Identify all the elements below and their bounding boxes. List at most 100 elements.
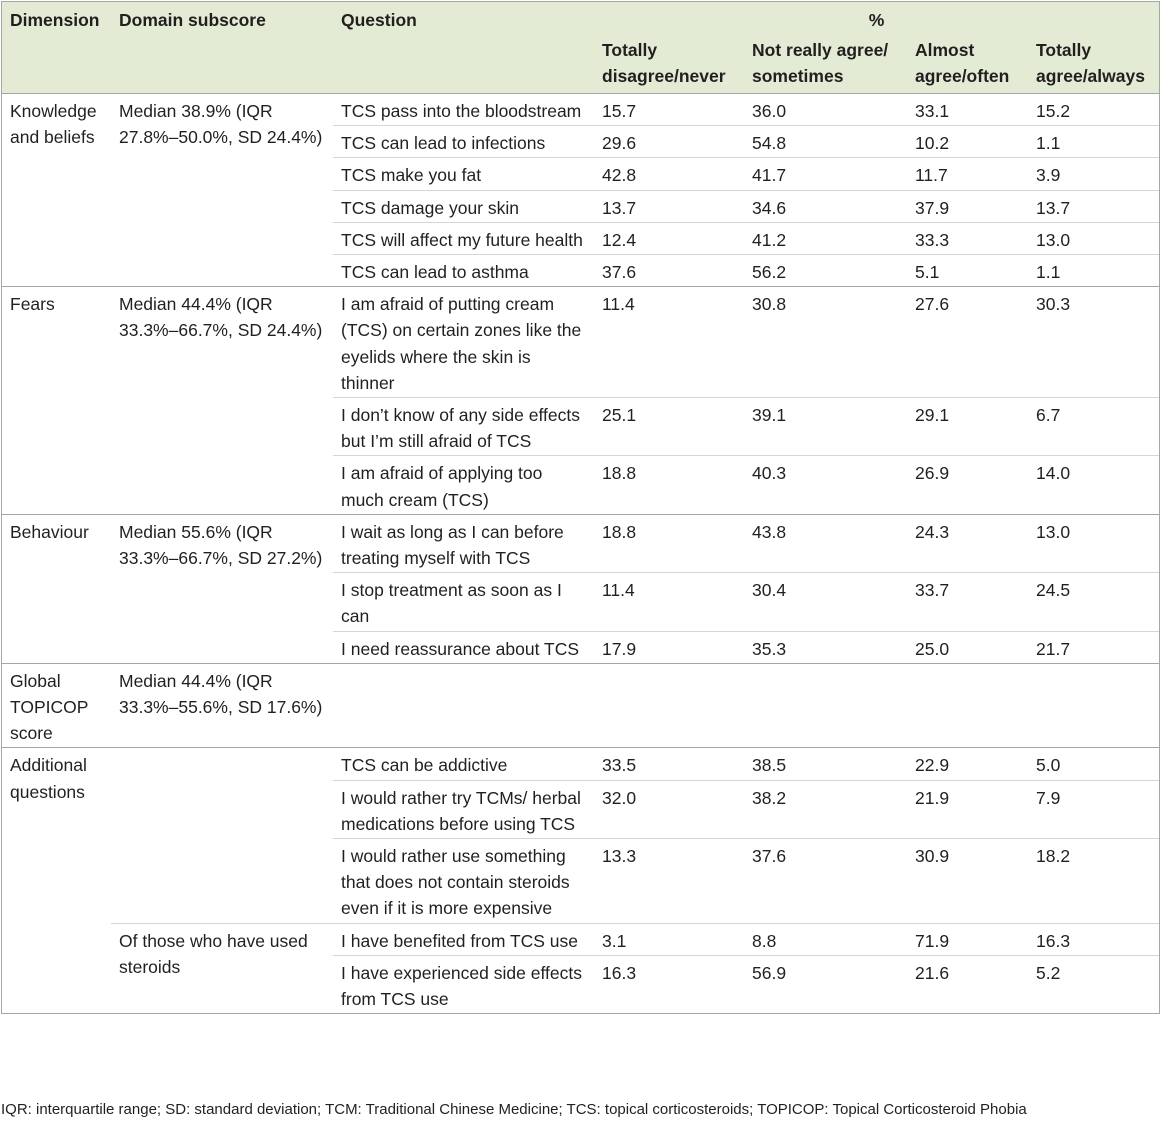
empty-cell — [1028, 662, 1159, 748]
value-totally-disagree: 29.6 — [594, 125, 744, 158]
empty-cell — [907, 662, 1028, 748]
empty-cell — [744, 662, 907, 748]
value-totally-agree: 3.9 — [1028, 157, 1159, 191]
value-almost-agree: 30.9 — [907, 838, 1028, 924]
value-totally-agree: 30.3 — [1028, 286, 1159, 398]
value-almost-agree: 21.6 — [907, 954, 1028, 1014]
value-almost-agree: 33.1 — [907, 92, 1028, 126]
value-totally-agree: 6.7 — [1028, 397, 1159, 456]
value-totally-disagree: 37.6 — [594, 254, 744, 287]
value-totally-disagree: 11.4 — [594, 286, 744, 398]
subscore-knowledge: Median 38.9% (IQR 27.8%–50.0%, SD 24.4%) — [111, 92, 333, 287]
value-not-really-agree: 43.8 — [744, 513, 907, 573]
empty-cell — [333, 662, 594, 748]
table-row: TCS will affect my future health 12.4 41… — [2, 221, 1159, 255]
table-row: TCS make you fat 42.8 41.7 11.7 3.9 — [2, 157, 1159, 191]
table-row: Additional questions TCS can be addictiv… — [2, 747, 1159, 1014]
header-not-really-agree: Not really agree/ sometimes — [744, 37, 907, 94]
dimension-knowledge: Knowledge and beliefs — [2, 92, 111, 287]
value-almost-agree: 21.9 — [907, 779, 1028, 839]
value-totally-agree: 18.2 — [1028, 838, 1159, 924]
empty-cell — [111, 747, 333, 924]
topicop-results-table: Dimension Domain subscore Question % Tot… — [1, 1, 1160, 1015]
header-dimension: Dimension — [2, 2, 111, 94]
table-row: I have experienced side effects from TCS… — [2, 954, 1159, 1014]
value-totally-disagree: 13.7 — [594, 189, 744, 223]
question-cell: I would rather use something that does n… — [333, 838, 594, 924]
value-totally-disagree: 13.3 — [594, 838, 744, 924]
value-totally-disagree: 18.8 — [594, 513, 744, 573]
value-totally-agree: 16.3 — [1028, 922, 1159, 956]
header-question: Question — [333, 2, 594, 94]
question-cell: TCS can lead to asthma — [333, 254, 594, 287]
question-cell: TCS damage your skin — [333, 189, 594, 223]
value-almost-agree: 22.9 — [907, 747, 1028, 781]
question-cell: TCS make you fat — [333, 157, 594, 191]
table-row: I stop treatment as soon as I can 11.4 3… — [2, 572, 1159, 632]
value-totally-disagree: 3.1 — [594, 922, 744, 956]
header-almost-agree: Almost agree/often — [907, 37, 1028, 94]
table-row: Knowledge and beliefs Median 38.9% (IQR … — [2, 92, 1159, 287]
subscore-used-steroids: Of those who have used steroids — [111, 922, 333, 1014]
table-row: TCS damage your skin 13.7 34.6 37.9 13.7 — [2, 189, 1159, 223]
value-totally-disagree: 17.9 — [594, 630, 744, 664]
value-totally-agree: 24.5 — [1028, 572, 1159, 632]
question-cell: TCS can be addictive — [333, 747, 594, 781]
header-totally-agree: Totally agree/always — [1028, 37, 1159, 94]
value-totally-disagree: 25.1 — [594, 397, 744, 456]
value-not-really-agree: 38.5 — [744, 747, 907, 781]
value-not-really-agree: 39.1 — [744, 397, 907, 456]
value-not-really-agree: 56.2 — [744, 254, 907, 287]
value-almost-agree: 25.0 — [907, 630, 1028, 664]
question-cell: I don’t know of any side effects but I’m… — [333, 397, 594, 456]
value-not-really-agree: 40.3 — [744, 455, 907, 515]
value-totally-agree: 13.0 — [1028, 513, 1159, 573]
value-almost-agree: 24.3 — [907, 513, 1028, 573]
table-row: Fears Median 44.4% (IQR 33.3%–66.7%, SD … — [2, 286, 1159, 515]
value-totally-agree: 14.0 — [1028, 455, 1159, 515]
value-totally-disagree: 32.0 — [594, 779, 744, 839]
question-cell: TCS can lead to infections — [333, 125, 594, 158]
dimension-behaviour: Behaviour — [2, 513, 111, 664]
table-row: I don’t know of any side effects but I’m… — [2, 397, 1159, 456]
value-almost-agree: 27.6 — [907, 286, 1028, 398]
value-almost-agree: 29.1 — [907, 397, 1028, 456]
question-cell: TCS will affect my future health — [333, 221, 594, 255]
table-row: TCS can lead to asthma 37.6 56.2 5.1 1.1 — [2, 254, 1159, 287]
value-almost-agree: 10.2 — [907, 125, 1028, 158]
subscore-fears: Median 44.4% (IQR 33.3%–66.7%, SD 24.4%) — [111, 286, 333, 515]
table-row: I would rather use something that does n… — [2, 838, 1159, 924]
value-totally-disagree: 42.8 — [594, 157, 744, 191]
value-totally-agree: 5.2 — [1028, 954, 1159, 1014]
value-totally-disagree: 15.7 — [594, 92, 744, 126]
question-cell: I have experienced side effects from TCS… — [333, 954, 594, 1014]
value-totally-agree: 21.7 — [1028, 630, 1159, 664]
value-totally-disagree: 11.4 — [594, 572, 744, 632]
value-not-really-agree: 34.6 — [744, 189, 907, 223]
value-not-really-agree: 36.0 — [744, 92, 907, 126]
value-not-really-agree: 56.9 — [744, 954, 907, 1014]
question-cell: I would rather try TCMs/ herbal medicati… — [333, 779, 594, 839]
question-cell: I am afraid of putting cream (TCS) on ce… — [333, 286, 594, 398]
dimension-fears: Fears — [2, 286, 111, 515]
value-not-really-agree: 38.2 — [744, 779, 907, 839]
value-totally-agree: 13.0 — [1028, 221, 1159, 255]
table-row: Behaviour Median 55.6% (IQR 33.3%–66.7%,… — [2, 513, 1159, 664]
question-cell: I stop treatment as soon as I can — [333, 572, 594, 632]
value-totally-disagree: 16.3 — [594, 954, 744, 1014]
value-not-really-agree: 8.8 — [744, 922, 907, 956]
value-almost-agree: 26.9 — [907, 455, 1028, 515]
value-totally-agree: 7.9 — [1028, 779, 1159, 839]
value-almost-agree: 11.7 — [907, 157, 1028, 191]
question-cell: TCS pass into the bloodstream — [333, 92, 594, 126]
value-not-really-agree: 41.7 — [744, 157, 907, 191]
value-totally-agree: 13.7 — [1028, 189, 1159, 223]
question-cell: I wait as long as I can before treating … — [333, 513, 594, 573]
dimension-additional: Additional questions — [2, 747, 111, 1014]
question-cell: I need reassurance about TCS — [333, 630, 594, 664]
value-not-really-agree: 30.8 — [744, 286, 907, 398]
value-not-really-agree: 54.8 — [744, 125, 907, 158]
table-row: I need reassurance about TCS 17.9 35.3 2… — [2, 630, 1159, 664]
value-totally-agree: 1.1 — [1028, 125, 1159, 158]
table-row: Of those who have used steroids I have b… — [2, 922, 1159, 1014]
